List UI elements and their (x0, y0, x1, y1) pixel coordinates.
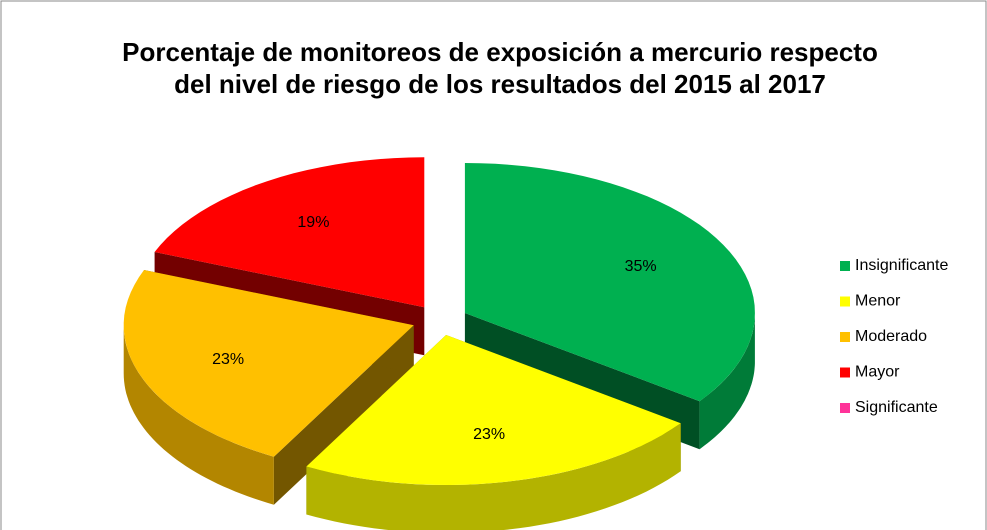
slice-side (306, 423, 681, 530)
chart-title: Porcentaje de monitoreos de exposición a… (122, 37, 878, 99)
pie: 35% 23% 23% 19% (123, 157, 755, 530)
legend-label: Significante (855, 399, 938, 416)
legend-swatch (840, 367, 850, 378)
legend: Insignificante Menor Moderado Mayor Signific… (840, 257, 948, 416)
slice (464, 163, 755, 402)
data-label: 23% (473, 426, 505, 443)
slice-side (123, 325, 274, 505)
legend-label: Moderado (855, 328, 927, 345)
data-label: 35% (625, 258, 657, 275)
slice (154, 157, 425, 308)
legend-label: Mayor (855, 364, 900, 381)
slice (123, 270, 414, 457)
slice-wall (273, 325, 414, 505)
legend-label: Menor (855, 293, 901, 310)
legend-swatch (840, 261, 850, 271)
data-label: 23% (212, 351, 244, 368)
legend-label: Insignificante (855, 257, 948, 274)
legend-swatch (840, 296, 850, 307)
slice (306, 335, 681, 485)
legend-swatch (840, 403, 850, 413)
data-label: 19% (297, 214, 329, 231)
slice-side (699, 313, 755, 450)
legend-swatch (840, 332, 850, 342)
